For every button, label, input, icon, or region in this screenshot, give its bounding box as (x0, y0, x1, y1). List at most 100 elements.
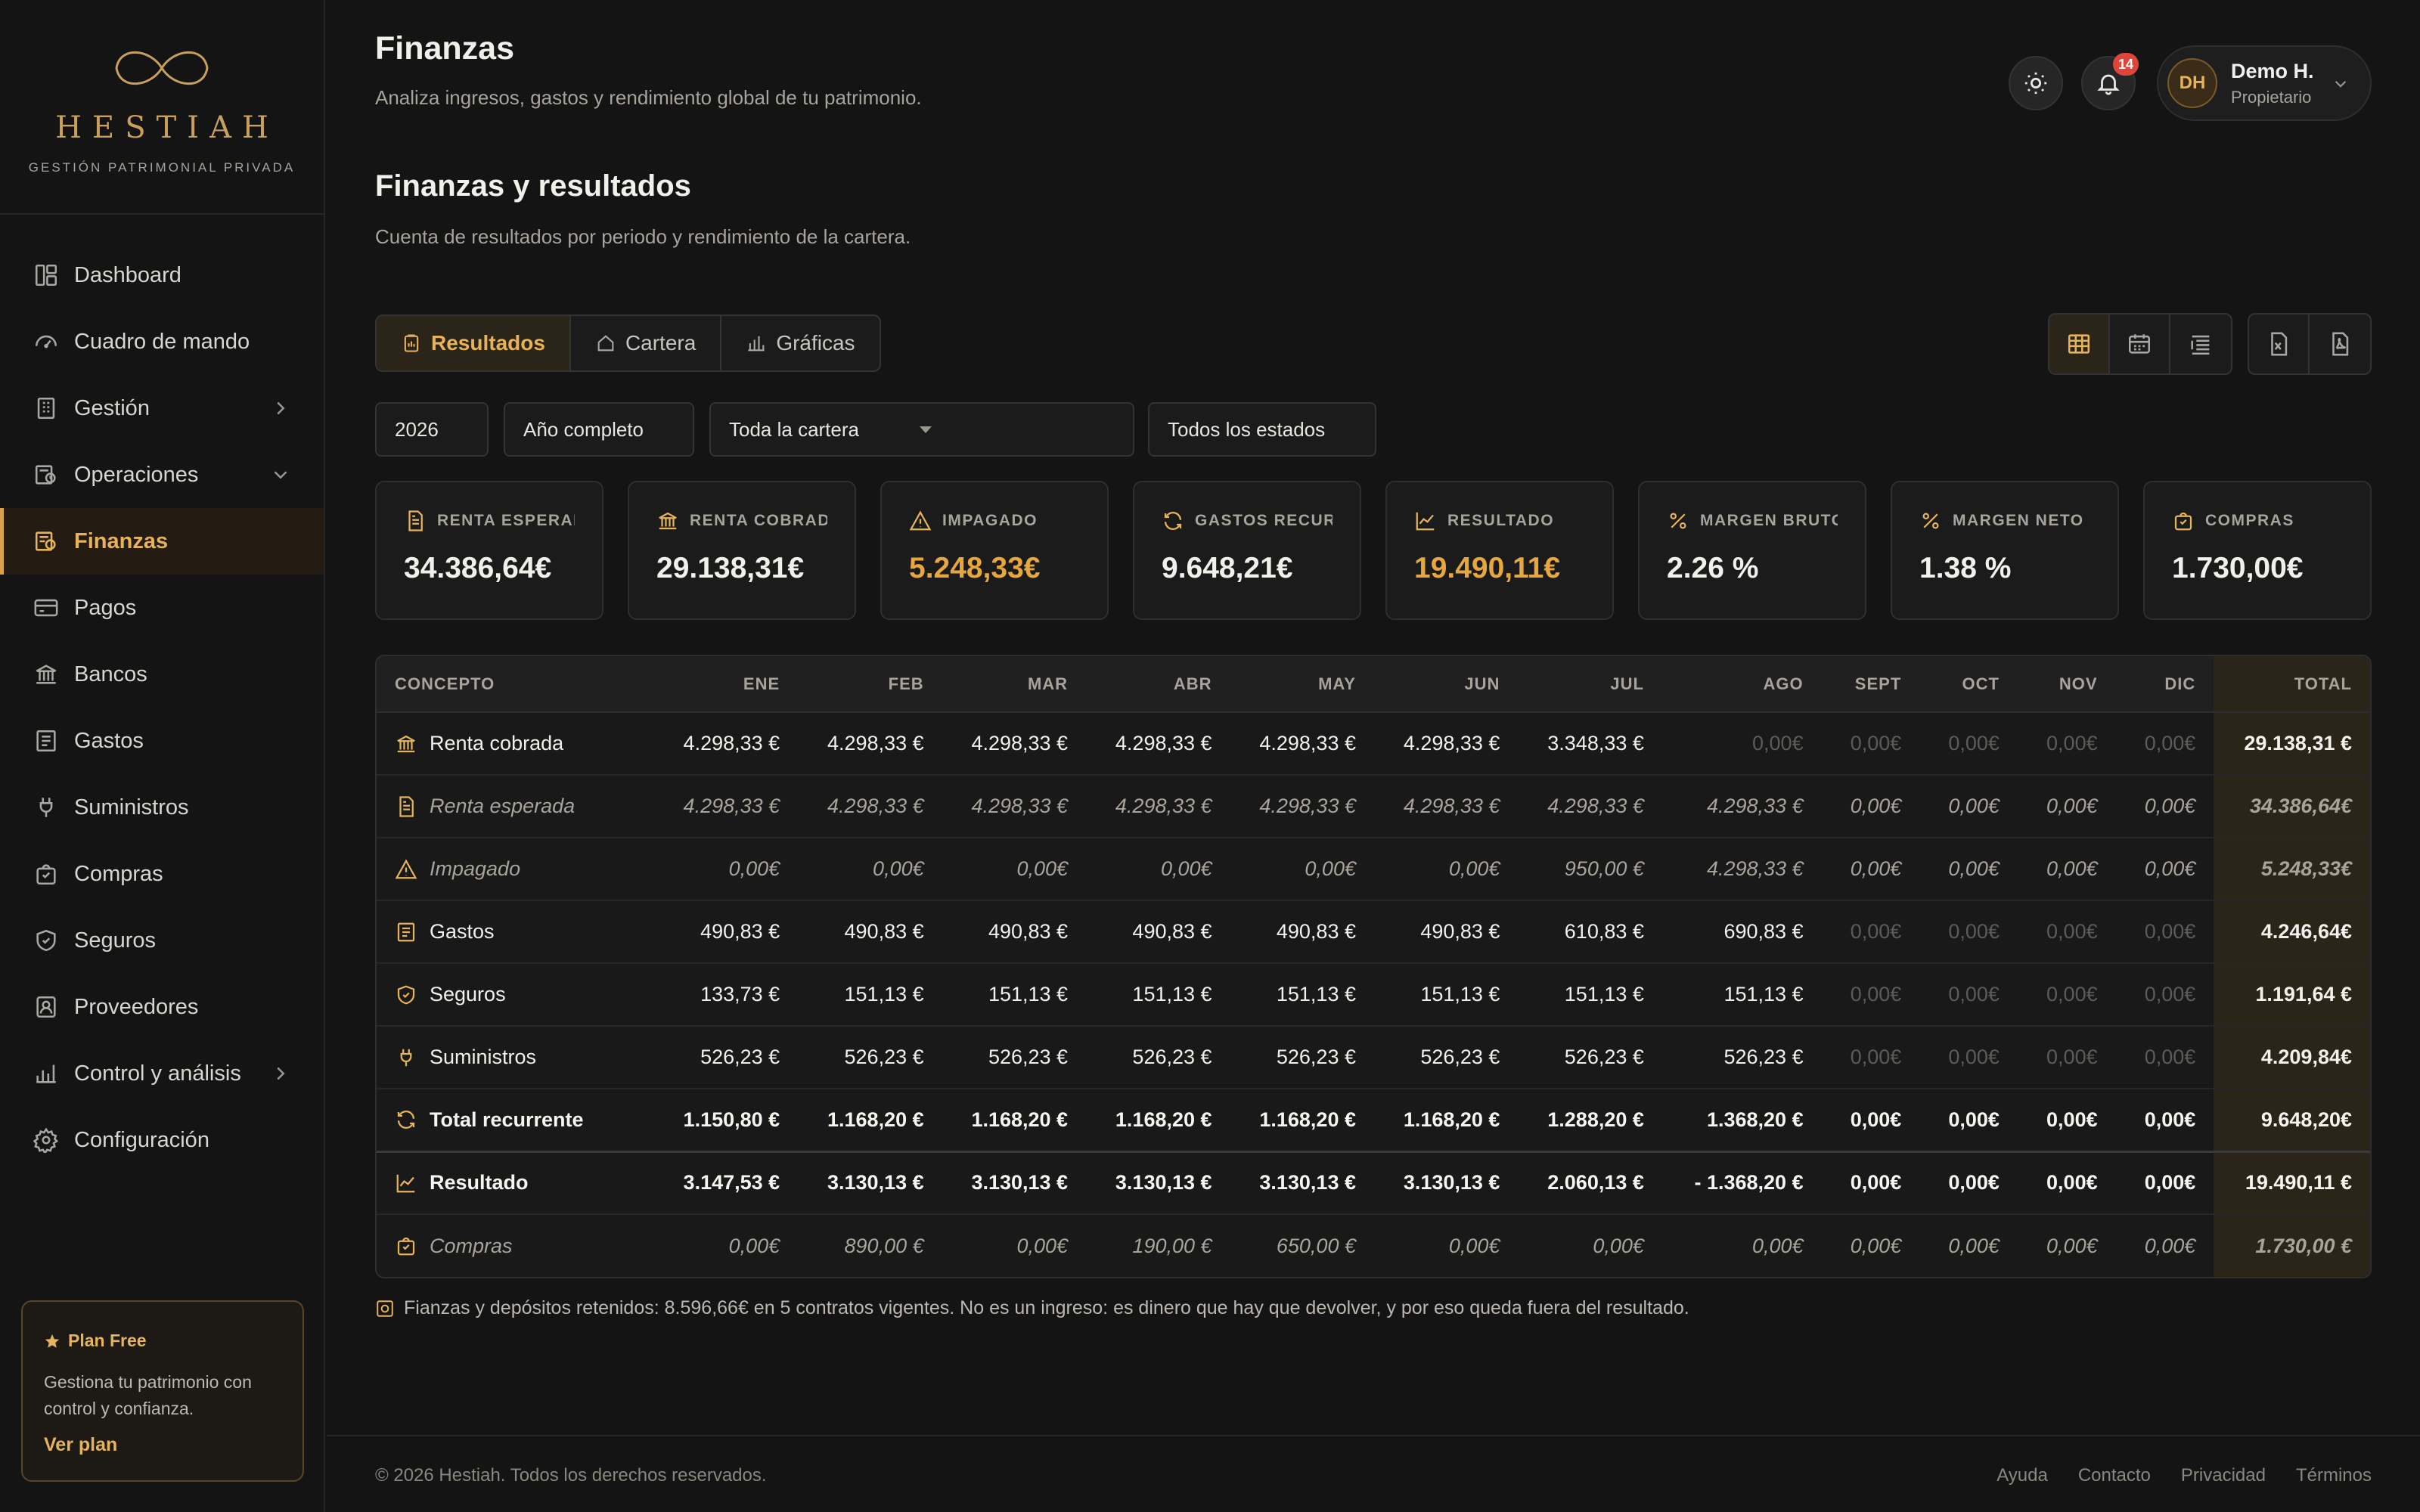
bag-icon (2174, 512, 2192, 531)
table-cell: 151,13 € (1661, 963, 1822, 1027)
table-cell: 0,00€ (2115, 1089, 2214, 1152)
period-select[interactable]: Año completo (504, 402, 694, 457)
table-cell: 0,00€ (798, 838, 942, 901)
notifications-button[interactable]: 14 (2081, 53, 2139, 110)
portfolio-select[interactable]: Toda la cartera (709, 402, 1134, 457)
table-row[interactable]: Suministros 526,23 €526,23 €526,23 €526,2… (377, 1026, 2370, 1089)
brand[interactable]: HESTIAH GESTIÓN PATRIMONIAL PRIVADA (0, 0, 324, 215)
footer-link-privacidad[interactable]: Privacidad (2180, 1465, 2266, 1486)
kpi-label: COMPRAS (2205, 512, 2294, 529)
column-header[interactable]: MAY (1230, 656, 1374, 713)
column-header[interactable]: TOTAL (2214, 656, 2370, 713)
table-row[interactable]: Seguros 133,73 €151,13 €151,13 €151,13 €1… (377, 963, 2370, 1027)
theme-toggle-button[interactable] (2009, 56, 2063, 110)
chart-icon (36, 1064, 56, 1083)
table-cell: 151,13 € (1518, 963, 1662, 1027)
table-cell: 0,00€ (1821, 963, 1920, 1027)
sidebar-item-operaciones[interactable]: Operaciones (0, 442, 324, 508)
footer-link-terminos[interactable]: Términos (2295, 1465, 2372, 1486)
kpi-label: MARGEN NETO (1953, 512, 2084, 529)
gauge-icon (35, 335, 57, 349)
list-view-button[interactable] (2170, 314, 2231, 373)
column-header[interactable]: OCT (1919, 656, 2018, 713)
table-row[interactable]: Compras 0,00€ 890,00 € 0,00€ 190,00 € 650,00 … (377, 1214, 2370, 1277)
column-header[interactable]: MAR (942, 656, 1087, 713)
table-cell: 950,00 € (1518, 838, 1662, 901)
table-row[interactable]: Renta cobrada 4.298,33 €4.298,33 €4.298,3… (377, 712, 2370, 776)
kpi-value: 2.26 % (1667, 552, 1759, 584)
table-row[interactable]: Renta esperada 4.298,33 €4.298,33 €4.298,… (377, 775, 2370, 838)
table-header-row: CONCEPTO ENE FEB MAR ABR MAY JUN JUL AGO SEPT OCT N… (377, 656, 2370, 713)
column-header[interactable]: JUN (1373, 656, 1519, 713)
chevron-right-icon (269, 397, 292, 420)
table-cell: 526,23 € (798, 1026, 942, 1089)
column-header[interactable]: DIC (2115, 656, 2214, 713)
table-cell: 0,00€ (1821, 1026, 1920, 1089)
calendar-view-button[interactable] (2110, 314, 2170, 373)
plan-card: Plan Free Gestiona tu patrimonio con con… (21, 1300, 304, 1482)
table-cell: 0,00€ (2017, 1089, 2116, 1152)
table-row[interactable]: Impagado 0,00€ 0,00€ 0,00€ 0,00€ 0,00€ 0,00€ 95… (377, 838, 2370, 901)
sidebar-item-compras[interactable]: Compras (0, 841, 324, 907)
copyright: © 2026 Hestiah. Todos los derechos reser… (375, 1465, 767, 1486)
table-cell: 4.298,33 € (1661, 838, 1822, 901)
column-header[interactable]: ABR (1086, 656, 1230, 713)
kpi-label: MARGEN BRUTO (1700, 512, 1838, 529)
table-cell: 4.298,33 € (942, 712, 1087, 776)
user-menu[interactable]: DH Demo H. Propietario (2157, 45, 2372, 121)
tab-resultados[interactable]: Resultados (377, 316, 571, 370)
sidebar-item-label: Proveedores (74, 994, 199, 1019)
page-title: Finanzas (375, 30, 514, 67)
footer-link-contacto[interactable]: Contacto (2077, 1465, 2151, 1486)
tab-graficas[interactable]: Gráficas (721, 316, 879, 370)
sidebar-item-configuracion[interactable]: Configuración (0, 1107, 324, 1173)
view-plan-link[interactable]: Ver plan (44, 1434, 118, 1455)
tab-cartera[interactable]: Cartera (571, 316, 722, 370)
results-table: CONCEPTO ENE FEB MAR ABR MAY JUN JUL AGO SEPT OCT N… (375, 655, 2372, 1278)
year-select[interactable]: 2026 (375, 402, 489, 457)
sidebar-item-pagos[interactable]: Pagos (0, 575, 324, 641)
plug-icon (39, 798, 53, 817)
table-cell: 3.348,33 € (1518, 712, 1662, 776)
status-select[interactable]: Todos los estados (1148, 402, 1376, 457)
table-cell: 4.298,33 € (653, 775, 799, 838)
table-cell: 0,00€ (2115, 1026, 2214, 1089)
contact-icon (36, 996, 56, 1018)
bag-icon (36, 864, 56, 885)
bag-icon (397, 1237, 415, 1256)
table-cell: 0,00€ (1821, 1089, 1920, 1152)
sidebar-item-bancos[interactable]: Bancos (0, 641, 324, 708)
table-cell: 4.298,33 € (942, 775, 1087, 838)
table-row[interactable]: Resultado 3.147,53 €3.130,13 €3.130,13 €3… (377, 1150, 2370, 1215)
kpi-card: RESULTADO 19.490,11€ (1385, 481, 1614, 620)
brand-tagline: GESTIÓN PATRIMONIAL PRIVADA (28, 160, 296, 175)
refresh-icon (397, 1111, 415, 1129)
sidebar-item-dashboard[interactable]: Dashboard (0, 242, 324, 308)
table-row[interactable]: Total recurrente 1.150,80 €1.168,20 €1.16… (377, 1089, 2370, 1152)
column-header[interactable]: AGO (1661, 656, 1822, 713)
sidebar-item-seguros[interactable]: Seguros (0, 907, 324, 974)
export-pdf-button[interactable] (2310, 314, 2370, 373)
sidebar-item-proveedores[interactable]: Proveedores (0, 974, 324, 1040)
column-header[interactable]: JUL (1518, 656, 1662, 713)
column-header[interactable]: ENE (653, 656, 799, 713)
sidebar-item-finanzas[interactable]: Finanzas (0, 508, 324, 575)
row-total: 34.386,64€ (2214, 775, 2370, 838)
footer-link-ayuda[interactable]: Ayuda (1996, 1465, 2048, 1486)
sidebar-item-suministros[interactable]: Suministros (0, 774, 324, 841)
home-icon (597, 335, 614, 352)
sidebar-item-gestion[interactable]: Gestión (0, 375, 324, 442)
export-excel-button[interactable] (2249, 314, 2310, 373)
column-header[interactable]: SEPT (1821, 656, 1920, 713)
sidebar-item-control-y-analisis[interactable]: Control y análisis (0, 1040, 324, 1107)
table-row[interactable]: Gastos 490,83 €490,83 €490,83 €490,83 €49… (377, 900, 2370, 964)
table-view-button[interactable] (2049, 314, 2110, 373)
sidebar-item-cuadro-de-mando[interactable]: Cuadro de mando (0, 308, 324, 375)
sidebar-item-label: Suministros (74, 795, 189, 820)
sidebar-item-gastos[interactable]: Gastos (0, 708, 324, 774)
column-header[interactable]: CONCEPTO (377, 656, 654, 713)
column-header[interactable]: NOV (2017, 656, 2116, 713)
table-cell: 1.168,20 € (1230, 1089, 1374, 1152)
column-header[interactable]: FEB (798, 656, 942, 713)
table-cell: 3.130,13 € (1373, 1150, 1519, 1215)
